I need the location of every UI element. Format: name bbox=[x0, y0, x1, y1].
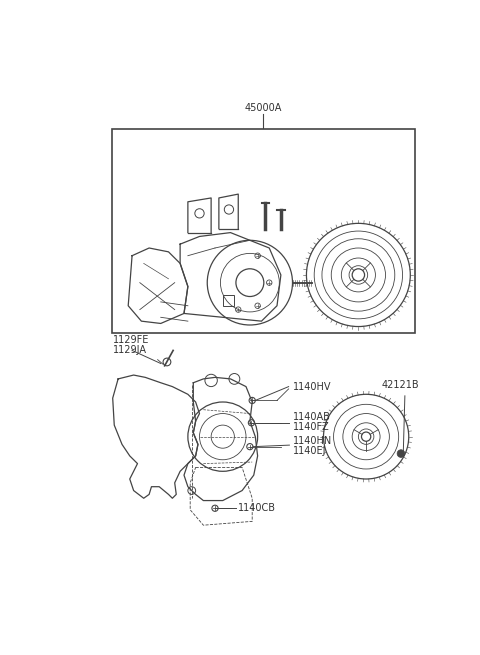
Circle shape bbox=[397, 450, 405, 457]
Text: 45000A: 45000A bbox=[245, 103, 282, 113]
Bar bbox=[223, 295, 234, 306]
Text: 1140HN: 1140HN bbox=[292, 436, 332, 445]
Text: 1140HV: 1140HV bbox=[292, 382, 331, 392]
Text: 1129FE: 1129FE bbox=[113, 335, 149, 345]
Text: 1140EJ: 1140EJ bbox=[292, 445, 326, 455]
Text: 1140AB: 1140AB bbox=[292, 413, 330, 422]
Text: 1129JA: 1129JA bbox=[113, 345, 147, 356]
Text: 1140CB: 1140CB bbox=[238, 503, 276, 514]
Text: 42121B: 42121B bbox=[382, 380, 419, 390]
Bar bbox=[112, 128, 415, 333]
Text: 1140FZ: 1140FZ bbox=[292, 422, 329, 432]
